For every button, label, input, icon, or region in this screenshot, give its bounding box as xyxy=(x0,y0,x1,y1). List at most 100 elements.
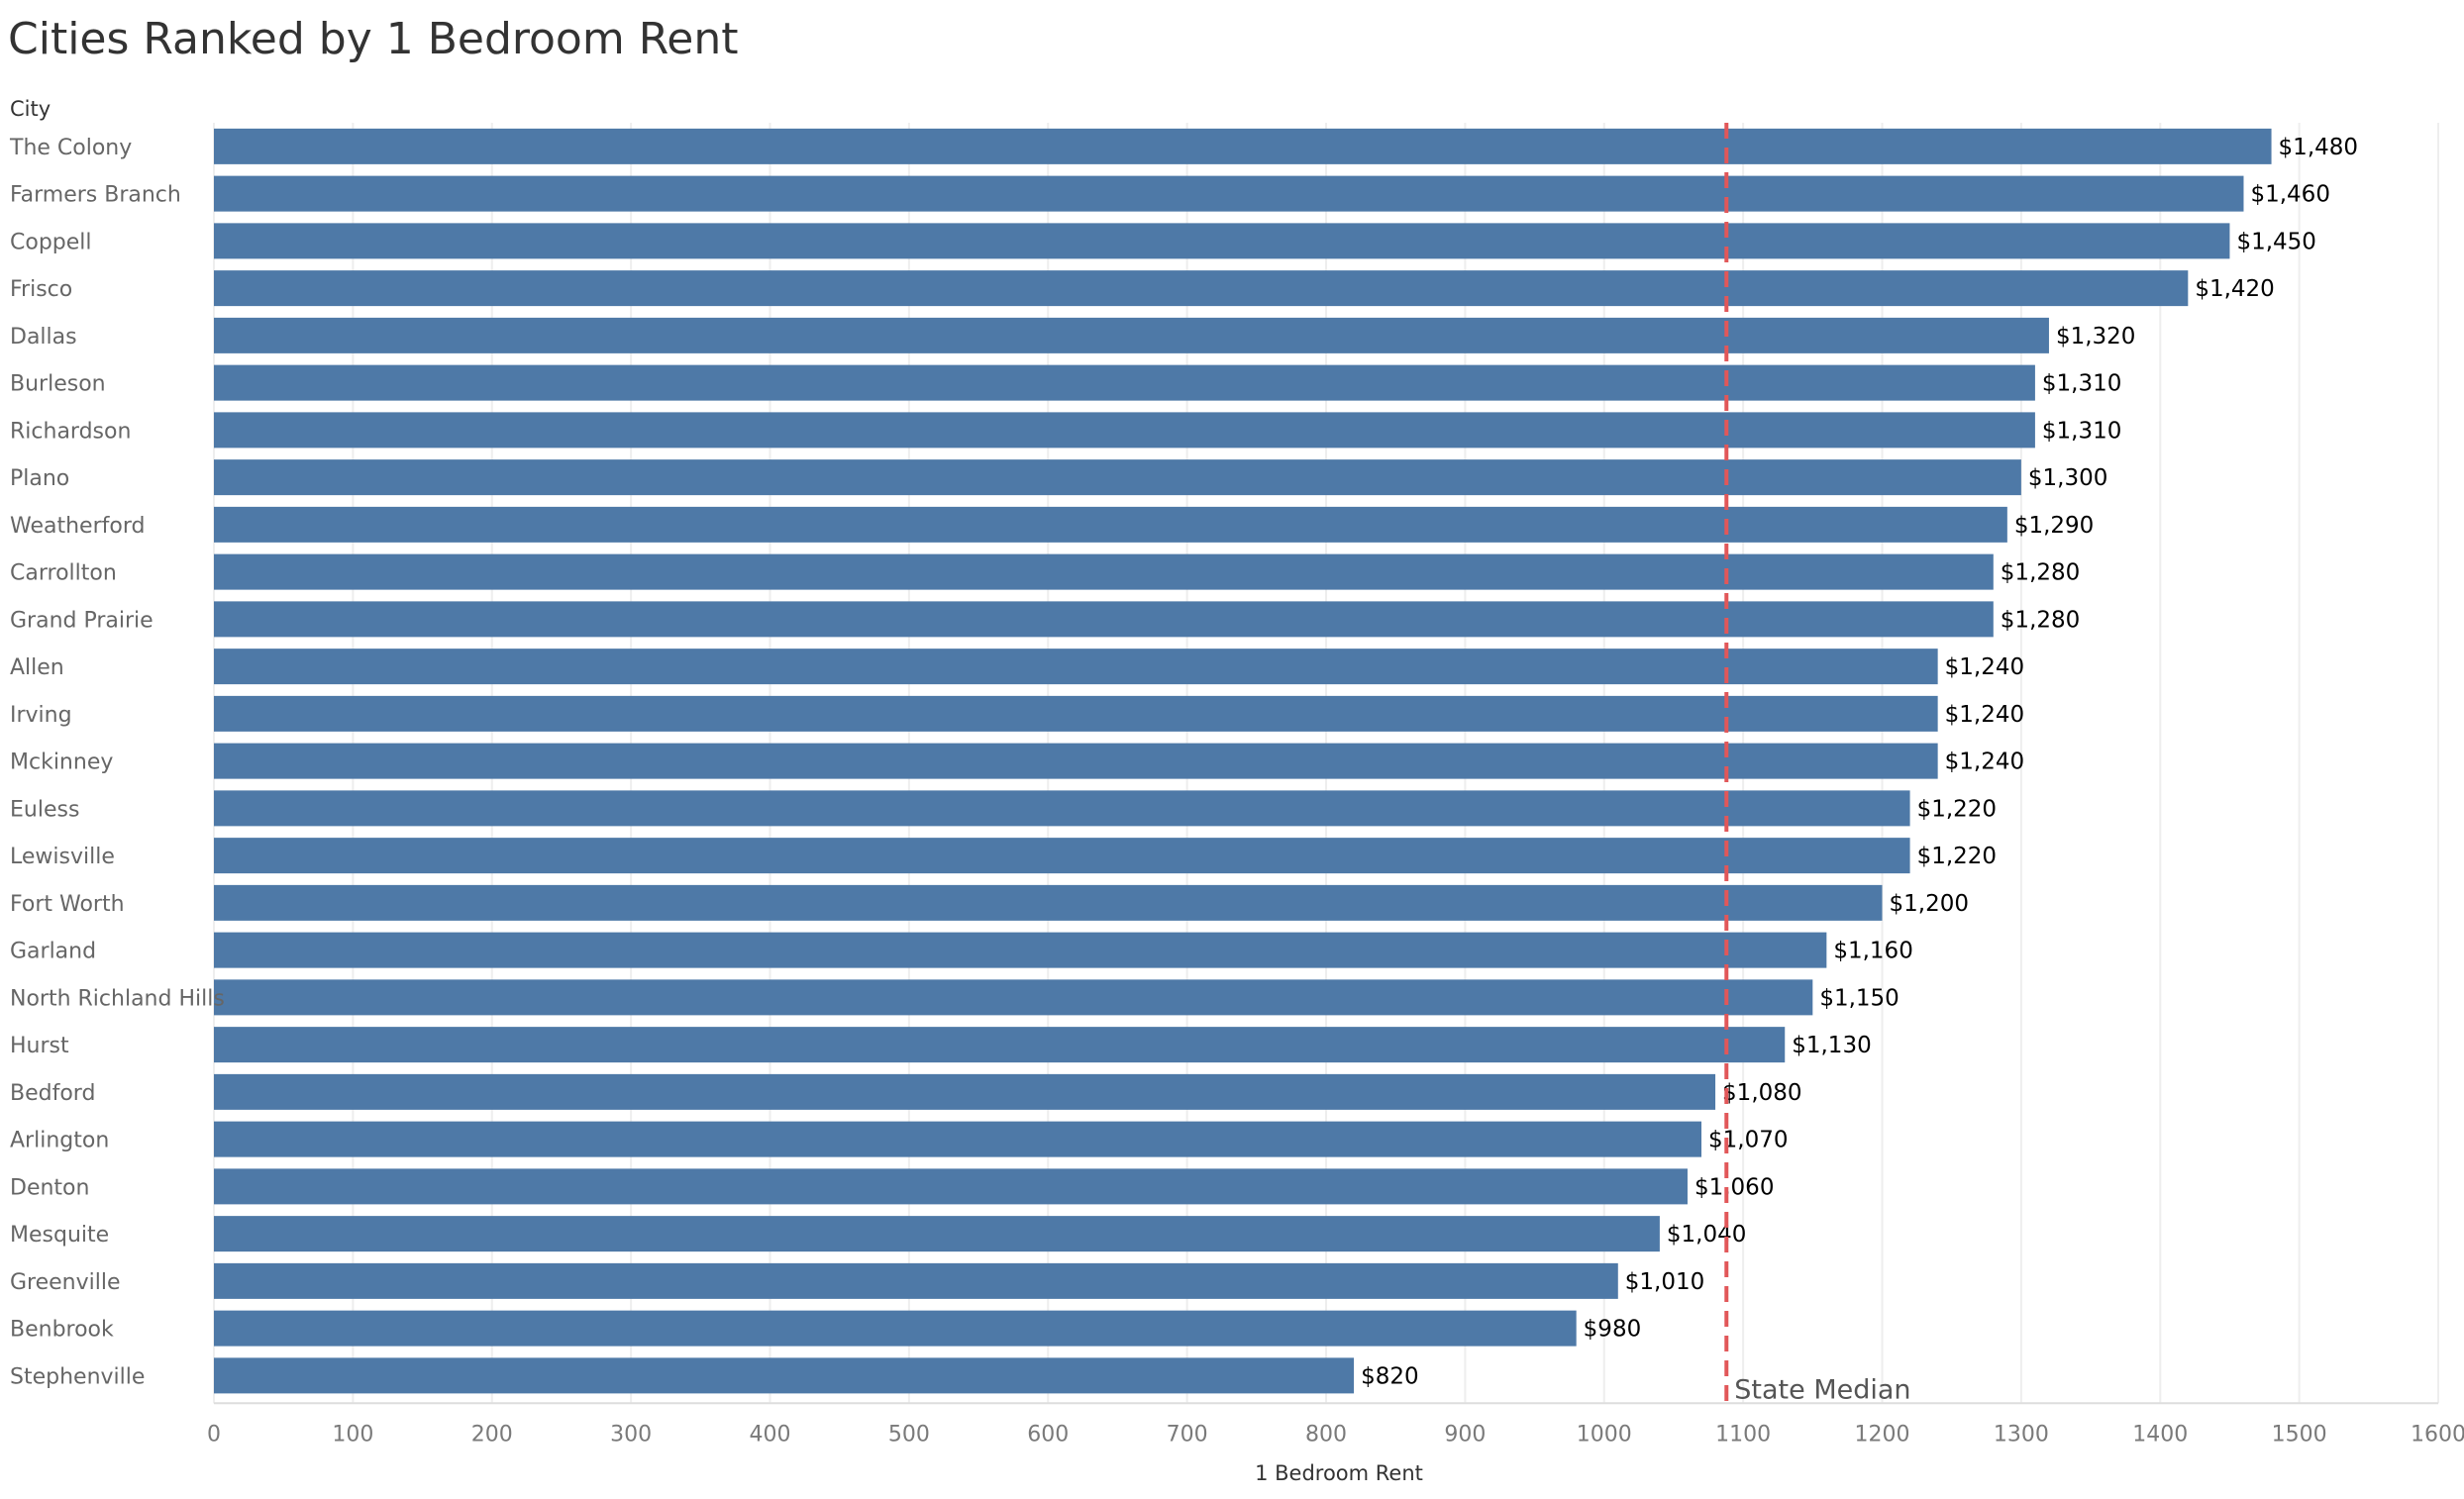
bar xyxy=(214,838,1910,874)
city-label: Denton xyxy=(10,1175,89,1200)
bar xyxy=(214,1310,1577,1347)
category-header: City xyxy=(10,97,51,121)
x-tick-label: 0 xyxy=(207,1422,221,1447)
bar xyxy=(214,175,2244,212)
city-label: Coppell xyxy=(10,230,92,254)
bar xyxy=(214,412,2035,449)
x-tick-label: 200 xyxy=(471,1422,513,1447)
bar xyxy=(214,649,1938,685)
bar xyxy=(214,743,1938,779)
city-label: Richardson xyxy=(10,419,131,444)
city-label: Bedford xyxy=(10,1081,95,1106)
city-label: Allen xyxy=(10,655,64,680)
bar xyxy=(214,1073,1716,1110)
value-label: $1,320 xyxy=(2056,324,2135,350)
value-label: $1,280 xyxy=(2001,560,2080,586)
city-label: Garland xyxy=(10,940,96,964)
value-label: $1,240 xyxy=(1945,654,2024,680)
x-tick-label: 1200 xyxy=(1855,1422,1910,1447)
x-tick-label: 1300 xyxy=(1994,1422,2049,1447)
city-label: Burleson xyxy=(10,372,106,397)
x-tick-label: 1000 xyxy=(1577,1422,1632,1447)
bar xyxy=(214,1027,1786,1063)
value-label: $820 xyxy=(1361,1363,1419,1389)
city-label: Euless xyxy=(10,797,79,822)
value-label: $1,060 xyxy=(1694,1174,1774,1200)
x-tick-label: 1400 xyxy=(2132,1422,2188,1447)
city-label: Arlington xyxy=(10,1129,109,1153)
value-label: $1,130 xyxy=(1792,1033,1871,1058)
value-label: $1,150 xyxy=(1819,985,1899,1011)
city-label: Frisco xyxy=(10,277,72,302)
value-label: $1,280 xyxy=(2001,607,2080,633)
x-tick-label: 500 xyxy=(888,1422,930,1447)
reference-line-group: State Median xyxy=(1724,123,1911,1405)
value-label: $1,300 xyxy=(2028,465,2107,491)
city-label: Weatherford xyxy=(10,514,145,539)
value-label: $1,290 xyxy=(2014,513,2094,539)
chart-title: Cities Ranked by 1 Bedroom Rent xyxy=(8,14,739,64)
value-label: $1,460 xyxy=(2250,182,2329,208)
x-axis-title: 1 Bedroom Rent xyxy=(1255,1461,1423,1485)
bar xyxy=(214,1357,1355,1394)
x-tick-label: 400 xyxy=(750,1422,791,1447)
state-median-label: State Median xyxy=(1734,1374,1910,1405)
x-tick-label: 300 xyxy=(610,1422,652,1447)
city-label: Mckinney xyxy=(10,750,113,775)
value-label: $1,420 xyxy=(2195,276,2274,302)
bar xyxy=(214,364,2035,401)
city-label: Hurst xyxy=(10,1034,69,1058)
value-labels: $1,480 $1,460 $1,450 $1,420 $1,320 $1,310 $1,3… xyxy=(1361,135,2358,1390)
bar xyxy=(214,223,2230,259)
bar xyxy=(214,1121,1702,1157)
value-label: $1,070 xyxy=(1708,1128,1788,1153)
value-label: $1,240 xyxy=(1945,750,2024,775)
value-label: $1,080 xyxy=(1722,1080,1801,1106)
value-label: $980 xyxy=(1584,1317,1642,1343)
bar xyxy=(214,553,1994,590)
bar xyxy=(214,1216,1660,1252)
city-label: Irving xyxy=(10,703,72,728)
x-tick-label: 600 xyxy=(1027,1422,1069,1447)
x-axis-ticks: 0 100 200 300 400 500 600 700 800 900 1000 1100 1200… xyxy=(207,1422,2464,1447)
city-label: Fort Worth xyxy=(10,892,125,917)
bar xyxy=(214,695,1938,732)
bars xyxy=(214,128,2272,1394)
x-tick-label: 100 xyxy=(332,1422,373,1447)
city-label: The Colony xyxy=(9,136,132,160)
bar xyxy=(214,790,1910,827)
x-tick-label: 700 xyxy=(1167,1422,1208,1447)
city-label: Lewisville xyxy=(10,845,115,869)
city-label: Dallas xyxy=(10,325,77,350)
x-tick-label: 1100 xyxy=(1715,1422,1771,1447)
city-label: Grand Prairie xyxy=(10,608,154,633)
value-label: $1,200 xyxy=(1890,891,1969,917)
bar xyxy=(214,979,1813,1016)
value-label: $1,480 xyxy=(2279,135,2358,160)
x-tick-label: 800 xyxy=(1305,1422,1347,1447)
x-tick-label: 900 xyxy=(1444,1422,1486,1447)
value-label: $1,310 xyxy=(2042,418,2121,444)
city-label: Mesquite xyxy=(10,1223,109,1248)
x-tick-label: 1600 xyxy=(2411,1422,2464,1447)
bar xyxy=(214,128,2272,164)
city-label: Benbrook xyxy=(10,1318,114,1343)
value-label: $1,220 xyxy=(1917,796,1997,822)
city-label: Stephenville xyxy=(10,1364,145,1389)
bar xyxy=(214,459,2021,496)
city-label: Carrollton xyxy=(10,561,117,586)
bar xyxy=(214,932,1827,968)
city-label: North Richland Hills xyxy=(10,986,225,1011)
bar xyxy=(214,1262,1618,1299)
x-tick-label: 1500 xyxy=(2272,1422,2327,1447)
bar xyxy=(214,270,2189,307)
value-label: $1,450 xyxy=(2236,229,2315,254)
bar xyxy=(214,884,1883,921)
value-label: $1,010 xyxy=(1625,1269,1704,1295)
bar xyxy=(214,601,1994,638)
bar xyxy=(214,506,2007,543)
value-label: $1,310 xyxy=(2042,371,2121,397)
value-label: $1,040 xyxy=(1667,1222,1746,1248)
bar xyxy=(214,1168,1688,1205)
